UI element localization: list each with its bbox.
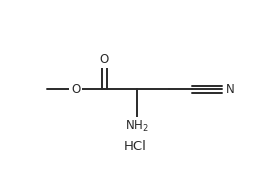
Text: N: N (225, 83, 234, 96)
Text: HCl: HCl (123, 140, 146, 153)
Text: O: O (71, 83, 80, 96)
Text: O: O (100, 53, 109, 66)
Text: NH$_2$: NH$_2$ (125, 119, 149, 134)
